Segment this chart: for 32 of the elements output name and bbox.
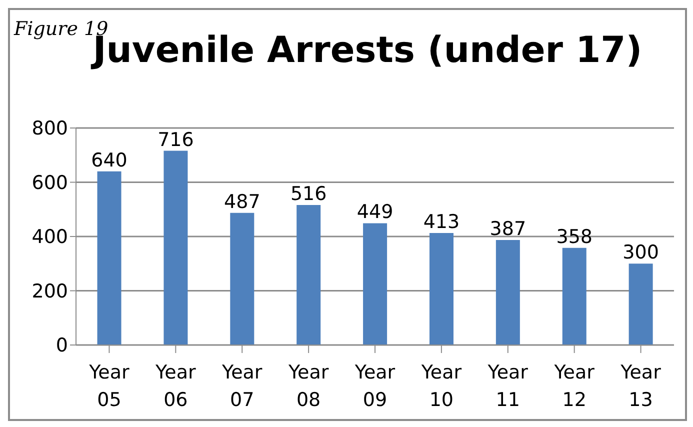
bar: [296, 205, 321, 345]
data-label: 516: [290, 183, 327, 206]
bar: [496, 240, 520, 345]
x-tick-label: Year 07: [220, 361, 262, 412]
x-tick-label: Year 09: [354, 361, 396, 412]
x-tick-label: Year 13: [620, 361, 662, 412]
bar: [97, 171, 122, 345]
y-tick-label: 400: [32, 226, 68, 248]
data-label: 387: [490, 218, 526, 240]
x-tick-label: Year 11: [486, 361, 528, 412]
data-label: 640: [91, 149, 128, 172]
y-tick-label: 0: [56, 334, 68, 357]
data-label: 716: [158, 128, 194, 151]
data-label: 487: [224, 190, 260, 213]
y-tick-label: 800: [32, 118, 68, 140]
x-tick-label: Year 10: [420, 361, 462, 412]
bar: [429, 232, 454, 345]
data-label: 413: [423, 210, 460, 233]
data-label: 300: [622, 242, 659, 264]
bar: [230, 212, 254, 345]
x-tick-label: Year 08: [287, 361, 329, 412]
bar: [562, 248, 586, 345]
x-tick-label: Year 12: [553, 361, 595, 412]
data-label: 358: [556, 226, 593, 248]
y-tick-label: 600: [32, 172, 68, 194]
bar: [363, 223, 388, 345]
bar: [628, 264, 653, 345]
bar: [164, 150, 188, 345]
x-tick-label: Year 05: [88, 361, 130, 412]
data-label: 449: [356, 201, 394, 224]
y-tick-label: 200: [32, 280, 68, 302]
x-tick-label: Year 06: [154, 361, 196, 412]
